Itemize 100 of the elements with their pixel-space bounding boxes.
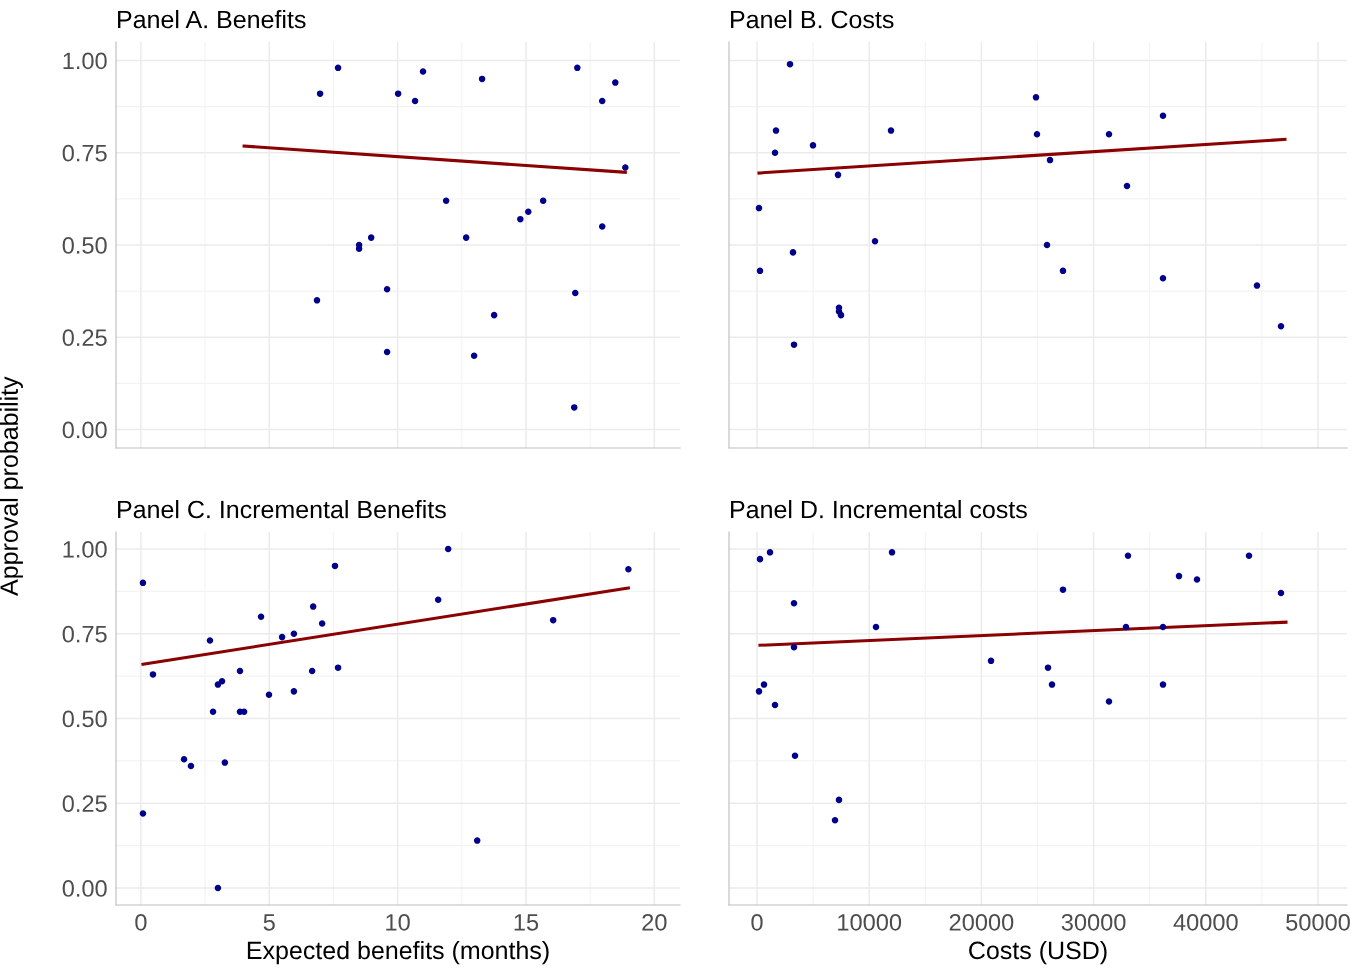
point [473,837,481,844]
point [1046,156,1054,164]
x-tick-label: 20000 [949,913,1014,931]
point [383,348,391,356]
point [790,341,798,348]
point [525,208,532,216]
point [1105,698,1113,705]
x-axis-title: Expected benefits (months) [247,940,549,965]
y-tick-label: 0.50 [62,237,107,254]
point [316,90,324,97]
point [444,545,452,553]
chart-title: Panel A. Benefits [118,9,306,29]
x-tick-label: 10 [386,913,410,931]
point [383,286,391,293]
point [1277,589,1285,597]
point [1124,552,1132,559]
point [834,171,842,179]
point [1253,282,1261,289]
point [622,164,629,171]
point [756,267,764,275]
point [790,599,798,607]
point [290,688,298,695]
point [490,311,498,319]
x-tick-label: 5 [263,914,275,931]
x-tick-label: 15 [514,914,539,931]
point [334,664,342,671]
point [625,566,632,573]
point [462,234,470,241]
point [598,97,606,105]
y-tick-label: 1.00 [63,541,107,558]
point [766,549,774,556]
y-tick-label: 0.50 [62,710,107,728]
point [1048,681,1056,688]
point [187,762,195,770]
y-tick-label: 1.00 [63,52,107,70]
point [1033,131,1041,138]
point [434,596,442,604]
chart-title: Panel B. Costs [731,9,894,29]
x-tick-label: 10000 [838,913,902,931]
y-tick-label: 0.00 [62,421,107,439]
point [872,623,880,631]
point [206,637,214,644]
x-tick-label: 50000 [1286,913,1350,931]
point [411,97,419,105]
point [442,197,450,204]
x-tick-label: 20 [642,913,667,931]
x-tick-label: 0 [751,913,763,931]
point [139,810,147,817]
point [598,223,606,230]
point [831,816,839,824]
point [290,630,298,637]
point [1159,112,1167,120]
point [871,238,879,245]
x-tick-label: 40000 [1173,913,1238,931]
point [478,75,486,83]
point [756,555,764,563]
point [1123,182,1131,190]
y-axis-title: Approval probability [0,376,23,596]
point [574,64,581,72]
point [1159,623,1167,631]
point [1105,131,1113,138]
point [539,197,547,204]
point [517,215,524,223]
point [789,249,797,256]
point [331,562,339,570]
y-tick-label: 0.75 [62,625,107,643]
point [1159,681,1167,688]
point [419,68,427,75]
point [1245,552,1253,559]
y-tick-label: 0.25 [62,329,107,347]
y-tick-label: 0.00 [62,880,107,897]
point [1277,322,1285,330]
y-tick-label: 0.75 [62,144,107,162]
point [139,579,147,587]
point [214,884,222,892]
point [570,404,578,411]
point [1032,94,1040,101]
point [313,297,321,304]
point [394,90,402,97]
point [1122,623,1130,631]
point [772,127,780,134]
point [790,644,798,651]
point [1193,576,1201,583]
chart-title: Panel D. Incremental costs [731,499,1027,519]
x-axis-title: Costs (USD) [969,940,1107,965]
point [149,671,157,678]
point [308,667,316,675]
point [257,613,265,621]
point [771,149,779,156]
point [180,755,188,763]
point [367,234,375,241]
point [209,708,217,715]
point [218,677,226,685]
point [334,64,342,72]
point [791,752,799,760]
point [755,204,763,212]
point [265,691,273,699]
point [809,142,817,149]
point [835,796,843,804]
point [612,79,619,86]
